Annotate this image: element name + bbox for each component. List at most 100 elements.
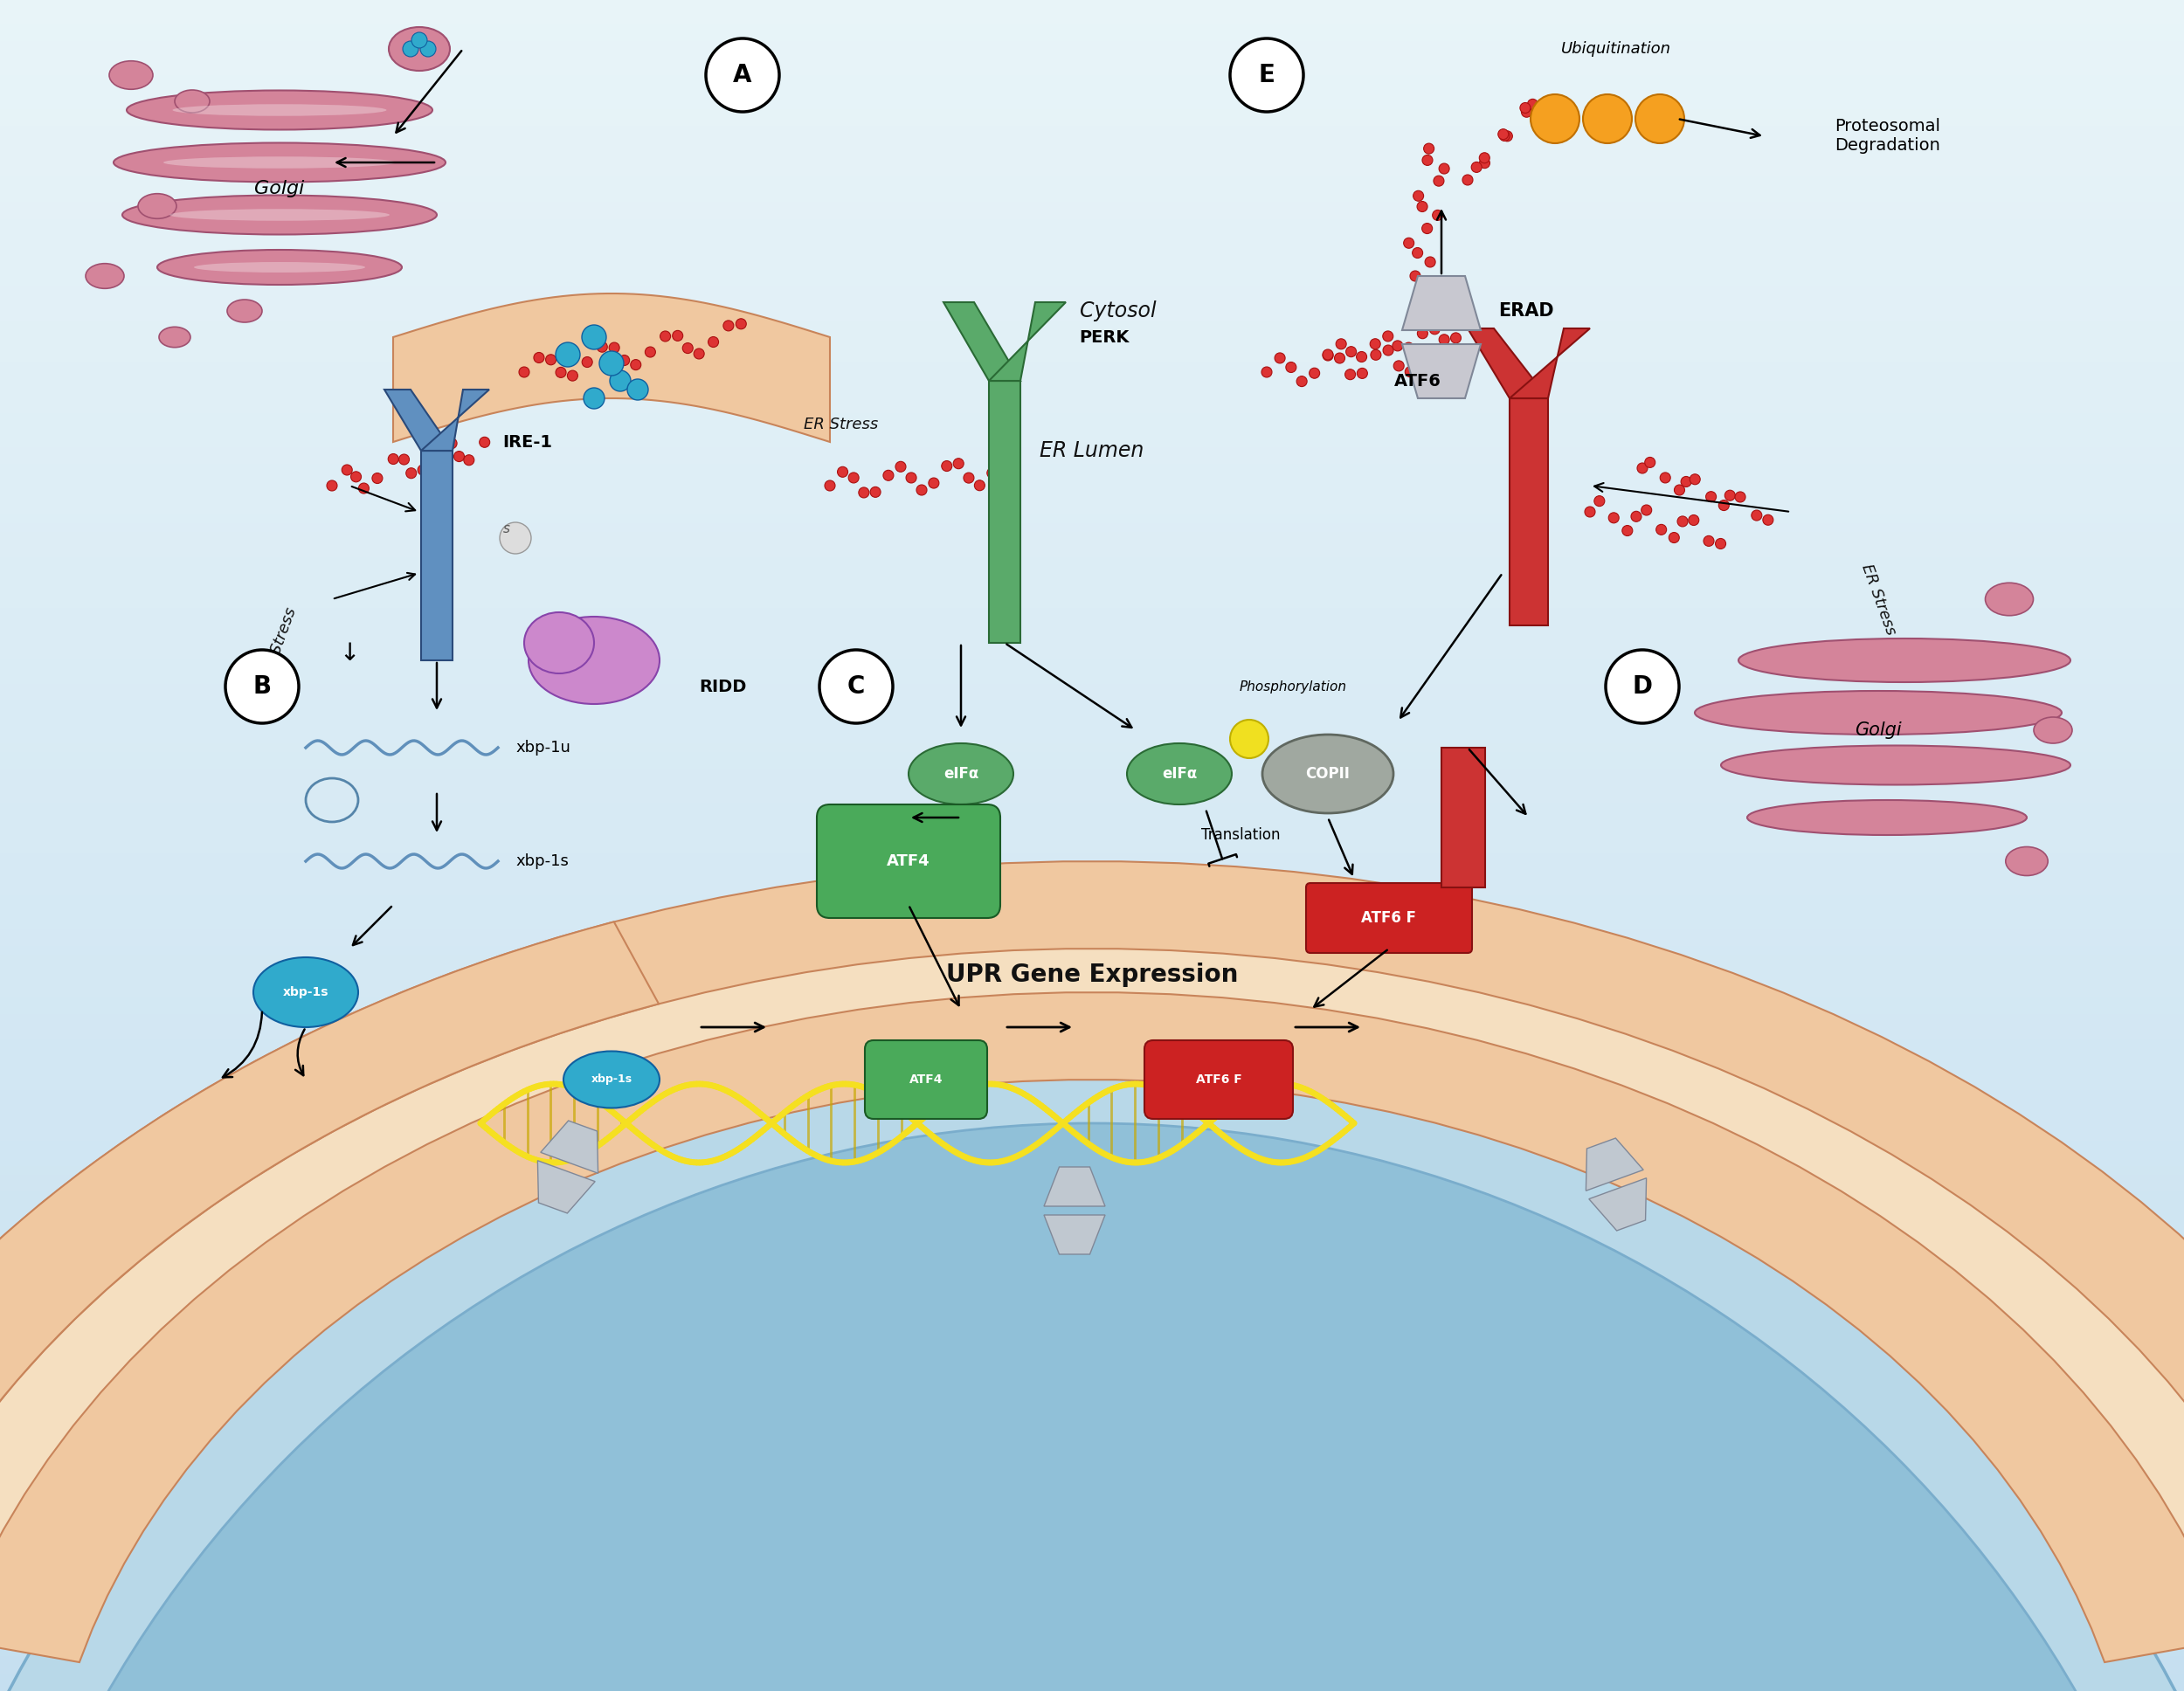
Circle shape xyxy=(225,649,299,724)
Bar xyxy=(0,1351,2184,1361)
Ellipse shape xyxy=(227,299,262,323)
Bar xyxy=(0,15,2184,25)
Ellipse shape xyxy=(109,61,153,90)
FancyBboxPatch shape xyxy=(865,1040,987,1119)
Circle shape xyxy=(555,342,581,367)
Bar xyxy=(0,430,2184,440)
Circle shape xyxy=(1607,512,1618,523)
Text: IRE-1: IRE-1 xyxy=(502,433,553,450)
Bar xyxy=(0,827,2184,837)
Bar xyxy=(0,1486,2184,1497)
Circle shape xyxy=(1230,39,1304,112)
Ellipse shape xyxy=(175,90,210,113)
Bar xyxy=(0,539,2184,550)
Circle shape xyxy=(1520,103,1531,113)
Bar xyxy=(0,878,2184,888)
Circle shape xyxy=(1675,485,1684,495)
Bar xyxy=(0,1469,2184,1480)
Text: ATF6 F: ATF6 F xyxy=(1195,1074,1243,1086)
Circle shape xyxy=(1631,511,1642,523)
Circle shape xyxy=(419,41,437,57)
Circle shape xyxy=(1725,490,1736,501)
Circle shape xyxy=(1752,511,1762,521)
Bar xyxy=(0,1664,2184,1674)
Bar xyxy=(0,1241,2184,1251)
Bar xyxy=(0,117,2184,127)
Ellipse shape xyxy=(159,326,190,347)
Circle shape xyxy=(660,331,670,342)
Bar xyxy=(0,0,2184,8)
Circle shape xyxy=(644,347,655,357)
Bar xyxy=(0,1081,2184,1091)
Bar xyxy=(0,1461,2184,1471)
Bar xyxy=(0,1647,2184,1657)
Polygon shape xyxy=(1509,328,1590,399)
Polygon shape xyxy=(989,380,1020,643)
Bar xyxy=(0,125,2184,135)
Circle shape xyxy=(358,484,369,494)
Bar xyxy=(0,1013,2184,1023)
Bar xyxy=(0,1250,2184,1260)
Circle shape xyxy=(1706,492,1717,502)
Bar xyxy=(0,725,2184,736)
Bar xyxy=(0,218,2184,228)
Bar xyxy=(0,1436,2184,1446)
Bar xyxy=(0,455,2184,465)
Circle shape xyxy=(583,387,605,409)
Bar xyxy=(0,74,2184,85)
Circle shape xyxy=(858,487,869,497)
Circle shape xyxy=(1704,536,1714,546)
Circle shape xyxy=(598,352,625,375)
Circle shape xyxy=(974,480,985,490)
Text: ATF4: ATF4 xyxy=(887,854,930,869)
Bar xyxy=(0,1562,2184,1573)
Bar xyxy=(0,548,2184,558)
Circle shape xyxy=(1262,367,1271,377)
Bar xyxy=(0,903,2184,913)
Bar xyxy=(0,1571,2184,1581)
Text: xbp-1s: xbp-1s xyxy=(284,986,328,998)
Circle shape xyxy=(941,460,952,472)
Circle shape xyxy=(581,325,607,350)
Circle shape xyxy=(1413,191,1424,201)
Circle shape xyxy=(435,445,443,455)
Ellipse shape xyxy=(563,1052,660,1108)
Ellipse shape xyxy=(122,194,437,235)
Bar xyxy=(0,1343,2184,1353)
Ellipse shape xyxy=(1262,734,1393,813)
Circle shape xyxy=(1586,507,1594,517)
Circle shape xyxy=(1345,369,1356,380)
Bar xyxy=(0,590,2184,600)
Circle shape xyxy=(723,321,734,331)
Circle shape xyxy=(819,649,893,724)
Bar xyxy=(0,810,2184,820)
Circle shape xyxy=(1605,649,1679,724)
Bar xyxy=(0,1300,2184,1311)
Circle shape xyxy=(1682,477,1690,487)
Bar xyxy=(0,565,2184,575)
Polygon shape xyxy=(1402,276,1481,330)
Text: Cytosol: Cytosol xyxy=(1079,301,1158,321)
Circle shape xyxy=(1404,343,1413,353)
Bar xyxy=(0,1174,2184,1184)
Text: ATF6 F: ATF6 F xyxy=(1361,910,1417,927)
Bar xyxy=(0,920,2184,930)
Circle shape xyxy=(1324,350,1332,360)
Bar xyxy=(0,1410,2184,1420)
Bar xyxy=(0,7,2184,17)
Circle shape xyxy=(1677,516,1688,526)
Circle shape xyxy=(411,32,428,47)
Bar xyxy=(0,1613,2184,1623)
Bar xyxy=(0,1283,2184,1294)
Text: E: E xyxy=(1258,63,1275,88)
Circle shape xyxy=(1356,352,1367,362)
Circle shape xyxy=(1640,506,1651,516)
Bar xyxy=(0,852,2184,862)
Text: Phosphorylation: Phosphorylation xyxy=(1238,680,1348,693)
Bar xyxy=(0,1106,2184,1116)
Bar xyxy=(0,649,2184,659)
Bar xyxy=(0,1639,2184,1649)
Bar xyxy=(0,337,2184,347)
Bar xyxy=(0,1233,2184,1243)
Bar xyxy=(0,1064,2184,1074)
